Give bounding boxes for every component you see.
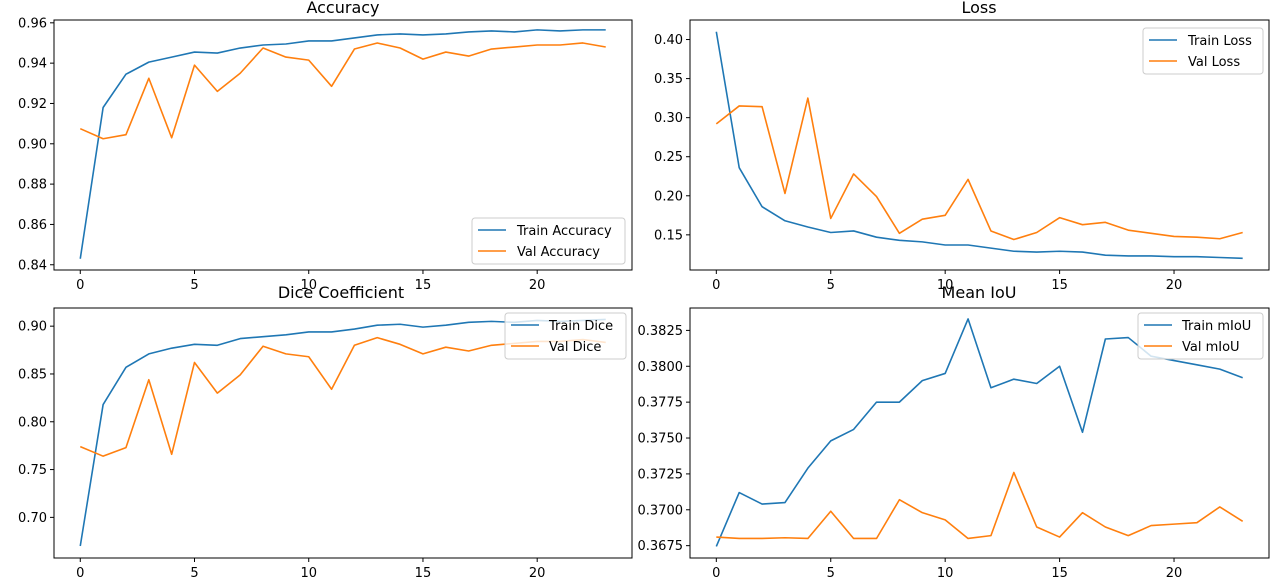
accuracy-ytick-label: 0.94	[18, 57, 47, 72]
accuracy-xtick-label: 5	[190, 278, 198, 293]
dice-legend: Train Dice Val Dice	[504, 312, 627, 360]
loss-ytick-label: 0.15	[654, 228, 683, 243]
loss-xtick-label: 15	[1051, 278, 1068, 293]
miou-xtick-label: 20	[1166, 566, 1183, 579]
accuracy-xtick-label: 10	[300, 278, 317, 293]
dice-title: Dice Coefficient	[278, 283, 404, 302]
dice-legend-val-label: Val Dice	[549, 340, 601, 355]
miou-ytick-label: 0.3825	[638, 324, 684, 339]
accuracy-ytick-label: 0.90	[18, 137, 47, 152]
loss-ticks: 0 5 10 15 20 0.15 0.20 0.25 0.30 0.35 0.40	[654, 33, 1182, 293]
loss-title: Loss	[961, 0, 996, 17]
loss-train-line	[715, 31, 1243, 260]
miou-ytick-label: 0.3700	[638, 503, 684, 518]
miou-ytick-label: 0.3725	[638, 467, 684, 482]
miou-xtick-label: 10	[937, 566, 954, 579]
miou-legend: Train mIoU Val mIoU	[1137, 312, 1264, 360]
dice-xtick-label: 15	[415, 566, 432, 579]
loss-ytick-label: 0.30	[654, 111, 683, 126]
dice-xtick-label: 5	[190, 566, 198, 579]
miou-legend-train-label: Train mIoU	[1181, 319, 1251, 334]
accuracy-ytick-label: 0.92	[18, 97, 47, 112]
dice-ytick-label: 0.85	[18, 367, 47, 382]
miou-panel: Mean IoU 0 5 10 15 20 0.3675 0.3700 0.3725 0.375…	[638, 283, 1270, 579]
loss-xtick-label: 5	[827, 278, 835, 293]
loss-legend-val-label: Val Loss	[1188, 55, 1240, 70]
accuracy-train-line	[79, 29, 606, 259]
miou-ytick-label: 0.3800	[638, 360, 684, 375]
miou-val-line	[716, 471, 1244, 540]
dice-plot-area	[53, 307, 633, 559]
accuracy-legend-val-label: Val Accuracy	[517, 245, 600, 260]
accuracy-ytick-label: 0.86	[18, 218, 47, 233]
accuracy-ytick-label: 0.96	[18, 16, 47, 31]
accuracy-lines	[79, 29, 606, 259]
miou-plot-area	[689, 307, 1270, 559]
dice-ticks: 0 5 10 15 20 0.70 0.75 0.80 0.85 0.90	[18, 320, 545, 579]
dice-ytick-label: 0.70	[18, 511, 47, 526]
miou-ytick-label: 0.3775	[638, 396, 684, 411]
dice-ytick-label: 0.80	[18, 415, 47, 430]
accuracy-val-line	[79, 42, 606, 140]
loss-panel: Loss 0 5 10 15 20 0.15 0.20 0.25 0.30 0.35 0.40 Tr…	[654, 0, 1270, 293]
dice-xtick-label: 20	[529, 566, 546, 579]
miou-ticks: 0 5 10 15 20 0.3675 0.3700 0.3725 0.3750 0.3775 0.…	[638, 324, 1183, 579]
dice-panel: Dice Coefficient 0 5 10 15 20 0.70 0.75 0.80 0.8…	[18, 283, 633, 579]
accuracy-plot-area	[53, 19, 633, 271]
accuracy-xtick-label: 20	[529, 278, 546, 293]
miou-xtick-label: 15	[1051, 566, 1068, 579]
miou-ytick-label: 0.3675	[638, 539, 684, 554]
loss-ytick-label: 0.20	[654, 189, 683, 204]
miou-xtick-label: 0	[712, 566, 720, 579]
loss-xtick-label: 10	[937, 278, 954, 293]
loss-legend-train-label: Train Loss	[1187, 34, 1252, 49]
accuracy-xtick-label: 15	[415, 278, 432, 293]
loss-xtick-label: 20	[1166, 278, 1183, 293]
miou-ytick-label: 0.3750	[638, 432, 684, 447]
accuracy-legend-box	[471, 217, 626, 265]
loss-ytick-label: 0.35	[654, 72, 683, 87]
accuracy-panel: Accuracy 0 5 10 15 20 0.84 0.86 0.88 0.90 0.92 0.9…	[18, 0, 633, 293]
dice-legend-train-label: Train Dice	[548, 319, 613, 334]
accuracy-ticks: 0 5 10 15 20 0.84 0.86 0.88 0.90 0.92 0.94 0.96	[18, 16, 545, 293]
accuracy-ytick-label: 0.84	[18, 258, 47, 273]
loss-ytick-label: 0.25	[654, 150, 683, 165]
loss-ytick-label: 0.40	[654, 33, 683, 48]
accuracy-legend-train-label: Train Accuracy	[516, 224, 612, 239]
loss-plot-area	[689, 19, 1270, 271]
accuracy-title: Accuracy	[306, 0, 379, 17]
miou-xtick-label: 5	[827, 566, 835, 579]
loss-legend: Train Loss Val Loss	[1142, 27, 1264, 75]
miou-title: Mean IoU	[942, 283, 1017, 302]
miou-legend-val-label: Val mIoU	[1182, 340, 1240, 355]
accuracy-xtick-label: 0	[76, 278, 84, 293]
loss-val-line	[715, 97, 1243, 241]
dice-ytick-label: 0.75	[18, 463, 47, 478]
dice-xtick-label: 10	[300, 566, 317, 579]
dice-xtick-label: 0	[76, 566, 84, 579]
accuracy-ytick-label: 0.88	[18, 178, 47, 193]
loss-xtick-label: 0	[712, 278, 720, 293]
loss-lines	[715, 31, 1243, 260]
accuracy-legend: Train Accuracy Val Accuracy	[471, 217, 626, 265]
dice-ytick-label: 0.90	[18, 320, 47, 335]
